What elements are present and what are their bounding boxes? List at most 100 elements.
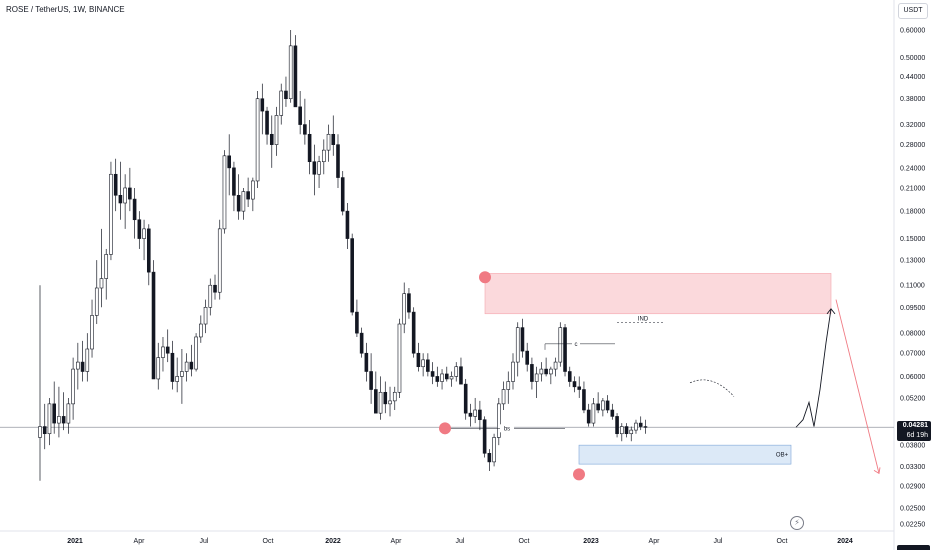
- candle-body: [227, 155, 231, 169]
- x-tick-label: 2023: [583, 538, 599, 545]
- candle-body: [388, 400, 392, 405]
- candle-body: [402, 293, 407, 325]
- candle-body: [331, 133, 336, 145]
- candle-body: [307, 133, 312, 163]
- y-tick-label: 0.02500: [900, 506, 925, 513]
- y-tick-label: 0.32000: [900, 122, 925, 129]
- candle-body: [643, 426, 648, 428]
- y-tick-label: 0.11000: [900, 283, 925, 290]
- x-tick-label: Jul: [714, 538, 723, 545]
- candle-body: [605, 400, 610, 411]
- supply-zone: [484, 273, 832, 315]
- candle-body: [345, 210, 350, 239]
- candle-body: [109, 173, 113, 255]
- candle-body: [85, 348, 90, 372]
- candle-body: [146, 228, 151, 273]
- candle-body: [586, 409, 591, 424]
- symbol-title: ROSE / TetherUS, 1W, BINANCE: [6, 5, 125, 14]
- candle-body: [459, 366, 463, 385]
- candle-body: [634, 422, 638, 431]
- candle-body: [194, 336, 198, 370]
- candle-body: [468, 412, 473, 417]
- candle-body: [132, 198, 137, 221]
- currency-button[interactable]: USDT: [898, 3, 928, 19]
- candle-body: [383, 391, 388, 405]
- candle-body: [279, 90, 284, 116]
- candle-body: [284, 90, 288, 100]
- candle-body: [175, 376, 179, 382]
- x-tick-label: Jul: [200, 538, 209, 545]
- bs-label: bs: [504, 427, 510, 433]
- candle-body: [572, 381, 577, 388]
- bs-label-bg: [500, 424, 514, 433]
- x-tick-label: Apr: [134, 538, 146, 545]
- y-tick-label: 0.24000: [900, 165, 925, 172]
- demand-zone-ob: [578, 444, 792, 465]
- candle-body: [76, 361, 80, 370]
- candle-body: [128, 187, 132, 200]
- candle-body: [236, 194, 241, 212]
- x-tick-label: 2022: [325, 538, 341, 545]
- candle-body: [364, 352, 369, 372]
- candle-body: [260, 98, 265, 112]
- candle-body: [42, 426, 47, 435]
- candle-body: [317, 161, 321, 175]
- candle-body: [397, 323, 402, 393]
- candle-body: [137, 219, 142, 239]
- lightning-icon[interactable]: ⚡: [790, 516, 804, 530]
- candle-body: [582, 389, 586, 411]
- candle-body: [426, 359, 430, 372]
- candle-body: [165, 346, 170, 354]
- current-price-badge: 0.04281 6d 19h: [897, 421, 931, 441]
- candle-body: [558, 327, 563, 363]
- x-tick-label: Jul: [456, 538, 465, 545]
- x-tick-label: Oct: [263, 538, 274, 545]
- candle-body: [624, 426, 629, 435]
- candle-body: [336, 144, 340, 178]
- candle-body: [511, 361, 515, 382]
- x-tick-label: Oct: [777, 538, 788, 545]
- y-tick-label: 0.08000: [900, 331, 925, 338]
- candle-body: [123, 187, 127, 204]
- candle-body: [577, 386, 582, 390]
- candle-body: [255, 98, 260, 182]
- candle-body: [142, 228, 146, 239]
- candle-body: [47, 403, 52, 435]
- candle-body: [288, 45, 293, 100]
- swing-high-marker: [479, 271, 491, 284]
- y-tick-label: 0.03300: [900, 464, 925, 471]
- candle-body: [113, 173, 118, 196]
- candle-body: [392, 391, 397, 402]
- candle-body: [232, 167, 236, 196]
- candle-body: [293, 45, 298, 108]
- settings-corner[interactable]: [897, 545, 930, 550]
- candle-body: [80, 361, 85, 372]
- candle-body: [312, 161, 317, 175]
- candle-body: [497, 403, 501, 438]
- candle-body: [180, 371, 184, 377]
- candle-body: [104, 254, 109, 279]
- candle-body: [38, 426, 42, 438]
- y-tick-label: 0.28000: [900, 142, 925, 149]
- candle-body: [303, 124, 307, 135]
- candle-body: [151, 271, 156, 380]
- candle-body: [619, 426, 624, 435]
- candle-body: [217, 228, 222, 293]
- candle-body: [265, 110, 269, 135]
- candle-body: [638, 422, 643, 427]
- x-tick-label: Oct: [519, 538, 530, 545]
- y-tick-label: 0.13000: [900, 258, 925, 265]
- y-tick-label: 0.06000: [900, 374, 925, 381]
- candle-body: [321, 149, 326, 163]
- y-tick-label: 0.02900: [900, 483, 925, 490]
- projection-path: [795, 308, 832, 428]
- candle-body: [52, 403, 56, 424]
- y-tick-label: 0.07000: [900, 351, 925, 358]
- candle-body: [615, 416, 619, 435]
- candle-body: [66, 403, 71, 424]
- candle-body: [629, 429, 634, 435]
- candle-body: [473, 409, 477, 417]
- candle-body: [99, 278, 104, 289]
